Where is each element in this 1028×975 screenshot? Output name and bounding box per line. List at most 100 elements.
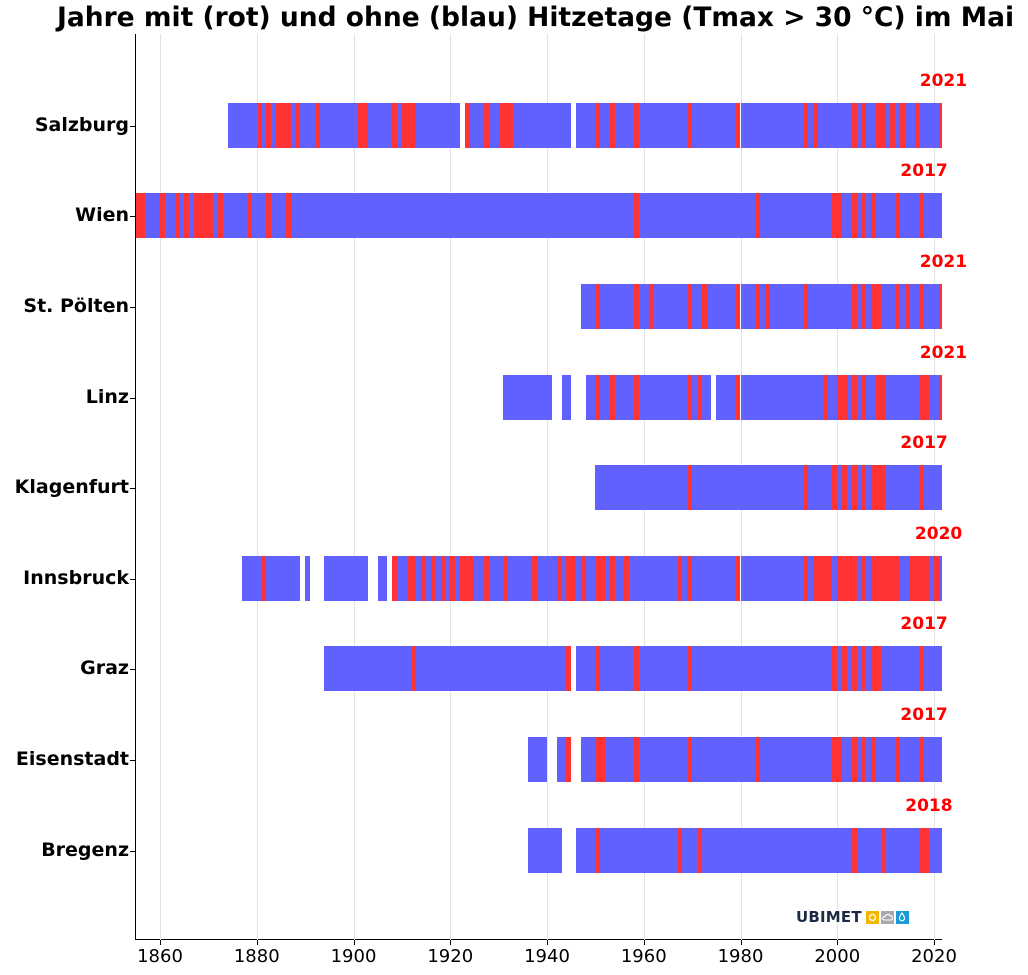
last-hot-year-label: 2017 xyxy=(900,161,948,181)
hot-year-segment xyxy=(803,556,809,601)
hot-year-segment xyxy=(904,284,910,329)
normal-year-segment xyxy=(692,103,736,148)
normal-year-segment xyxy=(426,556,431,601)
hot-year-segment xyxy=(484,556,489,601)
hot-year-segment xyxy=(755,737,760,782)
hot-year-segment xyxy=(822,375,828,420)
normal-year-segment xyxy=(885,828,920,873)
hot-year-segment xyxy=(900,103,905,148)
normal-year-segment xyxy=(638,737,688,782)
hot-year-segment xyxy=(184,193,190,238)
normal-year-segment xyxy=(817,103,852,148)
hot-year-segment xyxy=(687,646,693,691)
gridline xyxy=(256,34,258,940)
y-tick xyxy=(130,307,135,308)
normal-year-segment xyxy=(866,375,876,420)
normal-year-segment xyxy=(808,465,833,510)
x-tick xyxy=(934,940,935,945)
normal-year-segment xyxy=(638,375,688,420)
hot-year-segment xyxy=(392,103,398,148)
normal-year-segment xyxy=(561,375,572,420)
normal-year-segment xyxy=(880,646,920,691)
hot-year-segment xyxy=(677,556,683,601)
normal-year-segment xyxy=(846,646,852,691)
hot-year-segment xyxy=(851,828,857,873)
hot-year-segment xyxy=(919,828,930,873)
x-tick xyxy=(256,940,258,945)
hot-year-segment xyxy=(813,556,833,601)
x-tick xyxy=(837,940,839,945)
normal-year-segment xyxy=(929,375,939,420)
normal-year-segment xyxy=(682,556,688,601)
normal-year-segment xyxy=(885,103,891,148)
normal-year-segment xyxy=(629,556,678,601)
normal-year-segment xyxy=(227,103,257,148)
hot-year-segment xyxy=(532,556,538,601)
hot-year-segment xyxy=(266,103,272,148)
hot-year-segment xyxy=(919,465,925,510)
hot-year-segment xyxy=(851,103,857,148)
y-tick xyxy=(130,216,135,217)
normal-year-segment xyxy=(846,375,852,420)
hot-year-segment xyxy=(813,103,818,148)
hot-year-segment xyxy=(430,556,436,601)
normal-year-segment xyxy=(595,465,688,510)
hot-year-segment xyxy=(895,737,901,782)
hot-year-segment xyxy=(136,193,146,238)
normal-year-segment xyxy=(900,193,920,238)
hot-year-segment xyxy=(459,556,475,601)
normal-year-segment xyxy=(576,556,581,601)
normal-year-segment xyxy=(832,556,838,601)
normal-year-segment xyxy=(856,284,862,329)
normal-year-segment xyxy=(740,375,823,420)
station-row xyxy=(136,828,942,873)
normal-year-segment xyxy=(856,465,862,510)
normal-year-segment xyxy=(368,103,393,148)
hot-year-segment xyxy=(566,646,572,691)
x-tick xyxy=(353,940,355,945)
normal-year-segment xyxy=(527,828,562,873)
hot-year-segment xyxy=(556,556,562,601)
normal-year-segment xyxy=(692,375,697,420)
hot-year-segment xyxy=(624,556,630,601)
normal-year-segment xyxy=(929,556,934,601)
normal-year-segment xyxy=(266,556,301,601)
hot-year-segment xyxy=(295,103,301,148)
normal-year-segment xyxy=(600,375,610,420)
normal-year-segment xyxy=(875,193,896,238)
normal-year-segment xyxy=(701,828,852,873)
hot-year-segment xyxy=(677,828,683,873)
normal-year-segment xyxy=(900,737,920,782)
normal-year-segment xyxy=(261,103,267,148)
normal-year-segment xyxy=(397,103,402,148)
normal-year-segment xyxy=(416,556,422,601)
hot-year-segment xyxy=(871,193,876,238)
hot-year-segment xyxy=(696,828,702,873)
chart-title: Jahre mit (rot) und ohne (blau) Hitzetag… xyxy=(57,2,1015,33)
hot-year-segment xyxy=(803,465,809,510)
normal-year-segment xyxy=(866,646,872,691)
station-label: Eisenstadt xyxy=(15,748,129,770)
hot-year-segment xyxy=(851,646,857,691)
hot-year-segment xyxy=(938,284,942,329)
last-hot-year-label: 2017 xyxy=(900,614,948,634)
hot-year-segment xyxy=(595,646,601,691)
normal-year-segment xyxy=(213,193,219,238)
normal-year-segment xyxy=(290,103,296,148)
gridline xyxy=(547,34,548,940)
hot-year-segment xyxy=(566,737,572,782)
ubimet-logo: UBIMET xyxy=(796,908,909,926)
hot-year-segment xyxy=(595,828,601,873)
hot-year-segment xyxy=(919,193,925,238)
x-tick-label: 1880 xyxy=(233,946,280,967)
normal-year-segment xyxy=(469,103,485,148)
normal-year-segment xyxy=(682,828,697,873)
normal-year-segment xyxy=(875,737,896,782)
normal-year-segment xyxy=(900,284,905,329)
hot-year-segment xyxy=(484,103,489,148)
normal-year-segment xyxy=(164,193,175,238)
hot-year-segment xyxy=(266,193,272,238)
normal-year-segment xyxy=(445,556,451,601)
hot-year-segment xyxy=(851,737,857,782)
normal-year-segment xyxy=(508,556,533,601)
